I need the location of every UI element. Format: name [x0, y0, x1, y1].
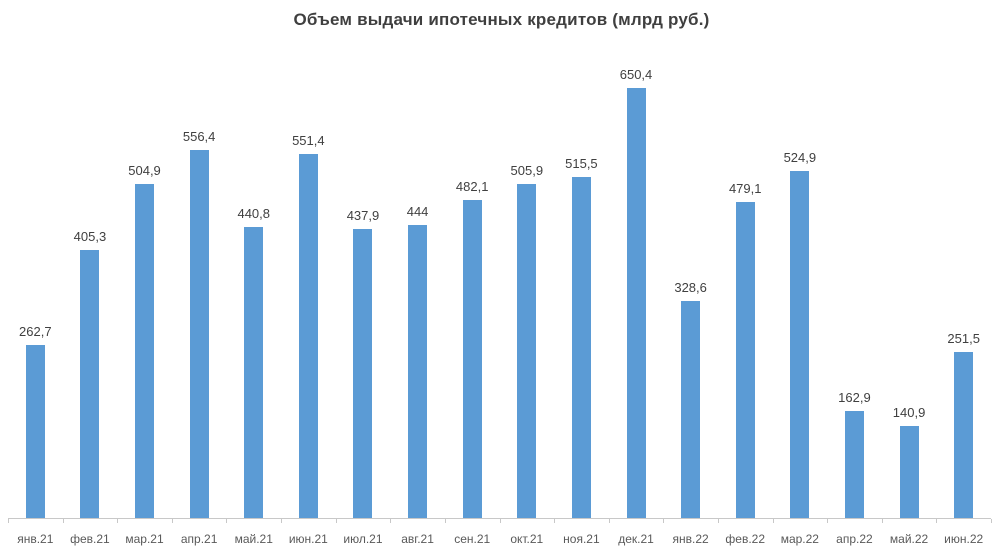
- bar-value-label: 524,9: [783, 150, 817, 165]
- axis-tick: [717, 519, 719, 523]
- bar: [189, 150, 209, 519]
- bar-column: 650,4: [609, 67, 664, 519]
- bar-value-label: 482,1: [455, 179, 489, 194]
- bar-column: 551,4: [281, 133, 336, 519]
- x-axis-label: янв.22: [672, 532, 709, 546]
- x-axis-label: июл.21: [343, 532, 383, 546]
- bar: [626, 88, 646, 519]
- bar-value-label: 551,4: [292, 133, 325, 148]
- bar-value-label: 140,9: [892, 405, 926, 420]
- x-axis-label: янв.21: [17, 532, 54, 546]
- bar-column: 505,9: [499, 163, 554, 519]
- x-axis-label: мар.22: [780, 532, 819, 546]
- bar-column: 524,9: [773, 150, 828, 519]
- bar-value-label: 515,5: [565, 156, 598, 171]
- bar: [298, 154, 318, 519]
- bar: [735, 202, 755, 519]
- bar-column: 440,8: [226, 206, 281, 519]
- bar: [790, 171, 810, 519]
- bar-column: 515,5: [554, 156, 609, 519]
- bar-value-label: 328,6: [674, 280, 707, 295]
- bar-column: 482,1: [445, 179, 500, 519]
- plot-area: 262,7 405,3 504,9 556,4 440,8 551,4 437,9 444 48…: [8, 67, 991, 519]
- axis-tick: [226, 519, 228, 523]
- bar: [80, 250, 100, 519]
- bar-column: 405,3: [63, 229, 118, 519]
- x-axis-label: апр.21: [180, 532, 218, 546]
- bar-column: 328,6: [663, 280, 718, 519]
- axis-tick: [936, 519, 938, 523]
- axis-tick: [390, 519, 392, 523]
- bar: [244, 227, 264, 519]
- bar: [571, 177, 591, 519]
- bar-value-label: 505,9: [510, 163, 544, 178]
- chart-title: Объем выдачи ипотечных кредитов (млрд ру…: [293, 10, 710, 29]
- x-axis-label: фев.21: [70, 532, 110, 546]
- bar-column: 556,4: [172, 129, 227, 519]
- bar-column: 140,9: [882, 405, 937, 519]
- x-axis-label: апр.22: [836, 532, 873, 546]
- bar-value-label: 251,5: [947, 331, 980, 346]
- bar: [954, 352, 974, 519]
- bar-column: 262,7: [8, 324, 63, 519]
- bar-value-label: 162,9: [838, 390, 871, 405]
- axis-tick: [554, 519, 556, 523]
- x-axis-label: окт.21: [510, 532, 544, 546]
- bar: [408, 225, 428, 519]
- bar: [25, 345, 45, 519]
- axis-tick: [499, 519, 501, 523]
- bar-value-label: 650,4: [619, 67, 653, 82]
- bar-column: 479,1: [718, 181, 773, 519]
- bar-value-label: 504,9: [128, 163, 161, 178]
- axis-tick: [991, 519, 992, 523]
- x-axis-label: сен.21: [454, 532, 491, 546]
- axis-tick: [62, 519, 64, 523]
- axis-tick: [444, 519, 446, 523]
- bar-column: 251,5: [936, 331, 991, 519]
- bar-value-label: 262,7: [19, 324, 52, 339]
- bar-value-label: 440,8: [237, 206, 271, 221]
- bar-value-label: 405,3: [73, 229, 107, 244]
- axis-tick: [827, 519, 829, 523]
- axis-tick: [881, 519, 883, 523]
- bar-column: 437,9: [336, 208, 391, 519]
- x-axis-labels: янв.21 фев.21 мар.21 апр.21 май.21 июн.21 июл.…: [8, 532, 991, 546]
- axis-tick: [8, 519, 9, 523]
- bar-column: 162,9: [827, 390, 882, 519]
- bar-value-label: 556,4: [182, 129, 216, 144]
- bar-value-label: 479,1: [728, 181, 762, 196]
- bar: [844, 411, 864, 519]
- axis-tick: [117, 519, 119, 523]
- bar: [353, 229, 373, 519]
- bar-column: 444: [390, 204, 445, 519]
- bar: [517, 184, 537, 519]
- axis-tick: [335, 519, 337, 523]
- x-axis-line: [8, 518, 992, 523]
- x-axis-label: май.22: [889, 532, 929, 546]
- bar-column: 504,9: [117, 163, 172, 519]
- x-axis-label: фев.22: [725, 532, 766, 546]
- bar: [681, 301, 701, 519]
- x-axis-label: авг.21: [401, 532, 434, 546]
- x-axis-label: ноя.21: [563, 532, 600, 546]
- bar: [899, 426, 919, 519]
- axis-tick: [663, 519, 665, 523]
- axis-tick: [608, 519, 610, 523]
- bar-value-label: 444: [406, 204, 429, 219]
- x-axis-label: дек.21: [618, 532, 654, 546]
- x-axis-label: июн.22: [944, 532, 984, 546]
- axis-tick: [772, 519, 774, 523]
- bar-value-label: 437,9: [346, 208, 380, 223]
- bar: [135, 184, 155, 519]
- x-axis-label: мар.21: [125, 532, 164, 546]
- axis-tick: [171, 519, 173, 523]
- x-axis-label: июн.21: [288, 532, 328, 546]
- bar: [462, 200, 482, 519]
- x-axis-label: май.21: [234, 532, 273, 546]
- axis-tick: [281, 519, 283, 523]
